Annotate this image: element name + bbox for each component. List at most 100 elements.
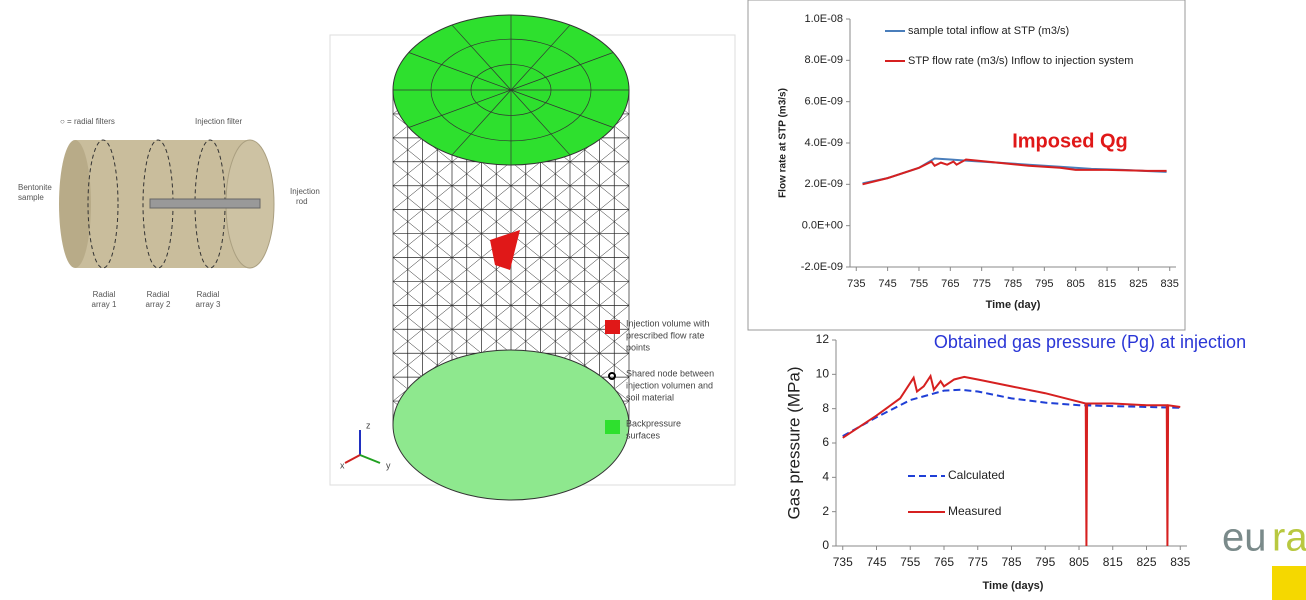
legend-text: Injection volume with [626, 318, 710, 328]
axis-arrow [359, 454, 381, 464]
x-tick-label: 795 [1035, 555, 1055, 569]
mesh-line [510, 89, 571, 156]
mesh-line [451, 305, 482, 330]
mesh-line [540, 305, 571, 330]
logo-text: ra [1272, 516, 1306, 560]
mesh-line [540, 281, 571, 306]
mesh-line [510, 329, 541, 354]
mesh-line [430, 38, 592, 142]
y-tick-label: 1.0E-08 [804, 13, 843, 25]
mesh-line [451, 281, 482, 306]
legend-text: ○ = radial filters [60, 117, 115, 126]
annotation: Imposed Qg [1012, 130, 1128, 152]
label: array 2 [146, 300, 171, 309]
x-tick-label: 835 [1161, 278, 1179, 290]
mesh-line [422, 281, 453, 306]
x-axis-title: Time (days) [983, 580, 1044, 592]
y-tick-label: 2 [822, 504, 829, 518]
legend-swatch [608, 372, 616, 380]
legend-label: STP flow rate (m3/s) Inflow to injection… [908, 55, 1133, 67]
mesh-line [569, 233, 600, 258]
mesh-line [510, 89, 614, 128]
mesh-line [408, 89, 512, 128]
mesh-line [599, 257, 630, 282]
mesh-diagram: Injection volume with prescribed flow ra… [329, 14, 736, 501]
mesh-line [451, 161, 482, 186]
mesh-line [392, 233, 423, 258]
y-axis-title: Flow rate at STP (m3/s) [778, 88, 789, 198]
x-tick-label: 755 [910, 278, 928, 290]
legend-text: points [626, 342, 651, 352]
x-tick-label: 785 [1004, 278, 1022, 290]
label: Injection [290, 187, 320, 196]
x-tick-label: 745 [866, 555, 886, 569]
x-tick-label: 785 [1001, 555, 1021, 569]
mesh-line [422, 305, 453, 330]
y-tick-label: 4.0E-09 [804, 137, 843, 149]
series-line [842, 388, 1181, 438]
legend-text: injection volumen and [626, 380, 713, 390]
x-tick-label: 745 [878, 278, 896, 290]
chart-frame [747, 0, 1186, 331]
mesh-line [422, 257, 453, 282]
x-tick-label: 815 [1098, 278, 1116, 290]
y-tick-label: 0.0E+00 [802, 220, 843, 232]
mesh-line [392, 161, 423, 186]
mesh-line [408, 52, 512, 91]
mesh-line [510, 281, 541, 306]
mesh-line [422, 329, 453, 354]
mesh-line [481, 185, 512, 210]
mesh-line [451, 329, 482, 354]
mesh-line [392, 353, 423, 378]
mesh-line [599, 281, 630, 306]
mesh-line [599, 185, 630, 210]
legend-text: soil material [626, 392, 674, 402]
mesh-line [569, 257, 600, 282]
y-tick-label: 8 [822, 401, 829, 415]
mesh-line [569, 305, 600, 330]
mesh-line [599, 329, 630, 354]
mesh-line [481, 209, 512, 234]
mesh-line [510, 185, 541, 210]
mesh-line [510, 257, 541, 282]
mesh-line [451, 24, 512, 91]
mesh-line [481, 161, 512, 186]
y-tick-label: 6 [822, 435, 829, 449]
mesh-line [569, 329, 600, 354]
mesh-line [481, 281, 512, 306]
y-tick-label: -2.0E-09 [801, 261, 843, 273]
mesh-line [392, 137, 423, 163]
x-tick-label: 795 [1035, 278, 1053, 290]
mesh-line [510, 209, 541, 234]
axis-arrow [344, 454, 361, 464]
mesh-line [569, 209, 600, 234]
flow-chart: -2.0E-09 0.0E+00 2.0E-09 4.0E-09 6.0E-09 8.0E… [778, 13, 1179, 311]
bottom-surface [392, 349, 630, 501]
cylinder-end [59, 140, 91, 268]
mesh-line [451, 209, 482, 234]
x-tick-label: 775 [972, 278, 990, 290]
mesh-line [392, 305, 423, 330]
mesh-line [510, 161, 541, 186]
legend-label: Calculated [948, 468, 1005, 482]
sample-diagram: ○ = radial filters Injection filter Bent… [18, 117, 320, 309]
y-tick-label: 12 [816, 332, 830, 346]
label: Radial [93, 290, 116, 299]
y-tick-label: 2.0E-09 [804, 178, 843, 190]
y-tick-label: 0 [822, 538, 829, 552]
injection-rod [149, 198, 261, 209]
pressure-chart: 0 2 4 6 8 10 12 735 745 755 765 775 785 795 805 815 825 8… [784, 332, 1246, 592]
x-tick-label: 805 [1069, 555, 1089, 569]
mesh-line [510, 233, 541, 258]
x-axis-title: Time (day) [986, 299, 1041, 311]
label: Radial [147, 290, 170, 299]
mesh-line [481, 329, 512, 354]
mesh-line [540, 161, 571, 186]
mesh-line [510, 52, 614, 91]
mesh-line [422, 185, 453, 210]
mesh-line [569, 281, 600, 306]
mesh-line [540, 185, 571, 210]
mesh-line [599, 209, 630, 234]
legend-label: Measured [948, 504, 1001, 518]
mesh-line [599, 137, 630, 163]
